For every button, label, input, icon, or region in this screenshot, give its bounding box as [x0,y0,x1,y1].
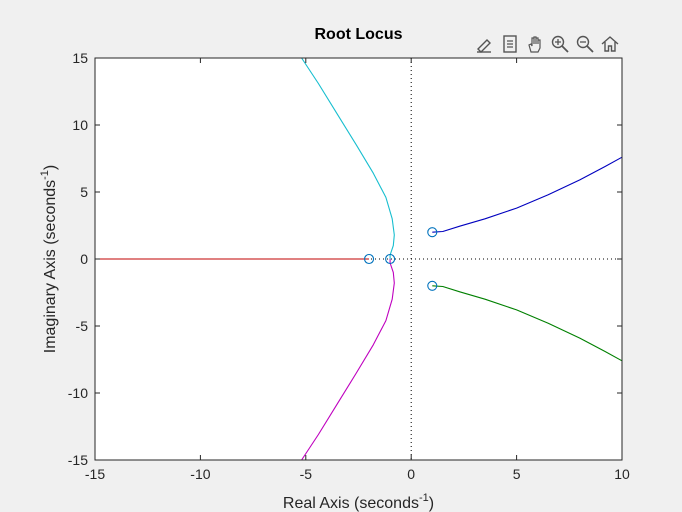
y-axis-label-suffix: ) [42,165,59,170]
x-tick-label: -10 [190,466,210,482]
x-ticks: -15 -10 -5 0 5 10 [85,58,630,482]
y-tick-label: 10 [72,117,88,133]
figure-toolbar [474,33,621,55]
locus-branch-cyan [301,57,395,259]
x-axis-label-text: Real Axis (seconds [283,495,419,512]
x-tick-label: -15 [85,466,105,482]
x-tick-label: 10 [614,466,630,482]
restore-view-home-icon[interactable] [599,33,621,55]
y-tick-label: 0 [80,251,88,267]
locus-branch-green [432,285,623,362]
edit-brush-icon[interactable] [474,33,496,55]
y-tick-label: -10 [68,385,88,401]
x-axis-label-exponent: -1 [419,492,429,504]
x-axis-label-suffix: ) [429,495,434,512]
y-tick-label: -5 [76,318,89,334]
pan-hand-icon[interactable] [524,33,546,55]
chart-title: Root Locus [315,26,403,43]
y-tick-label: -15 [68,452,88,468]
locus-branch-magenta [301,259,395,461]
zero-markers [363,227,438,291]
x-tick-label: -5 [300,466,313,482]
x-tick-label: 0 [407,466,415,482]
x-tick-label: 5 [513,466,521,482]
legend-insert-icon[interactable] [499,33,521,55]
y-tick-label: 15 [72,50,88,66]
zoom-in-icon[interactable] [549,33,571,55]
zero-marker [427,227,438,238]
x-axis-label: Real Axis (seconds-1) [283,492,434,512]
y-axis-label-text: Imaginary Axis (seconds [42,180,59,353]
y-ticks: -15 -10 -5 0 5 10 15 [68,50,622,468]
zoom-out-icon[interactable] [574,33,596,55]
locus-branches [95,57,623,461]
zero-marker [363,253,375,265]
y-axis-label-exponent: -1 [39,170,51,180]
zero-marker [385,253,396,265]
y-axis-label: Imaginary Axis (seconds-1) [39,165,59,354]
zero-marker [427,280,438,291]
y-tick-label: 5 [80,184,88,200]
locus-branch-blue [432,156,623,233]
zero-reference-lines [95,58,622,460]
